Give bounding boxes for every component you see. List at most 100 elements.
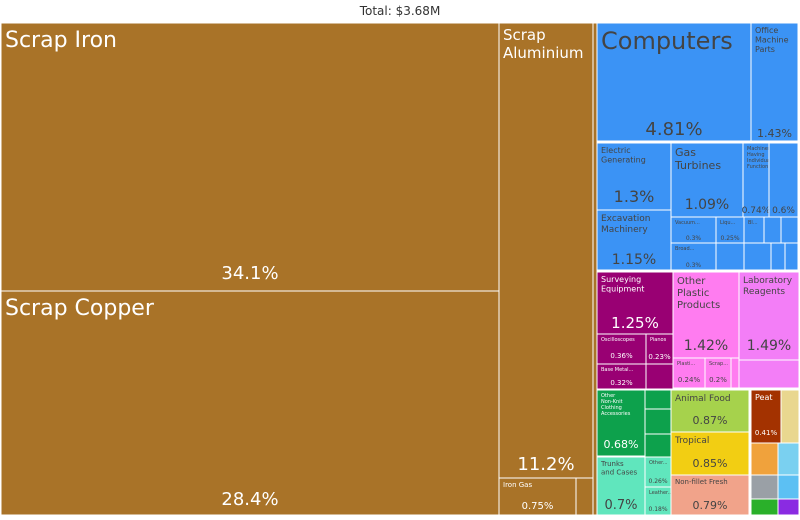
treemap-tile[interactable]: Excavation Machinery 1.15% [596,209,672,271]
treemap-filler-tile [770,242,786,271]
treemap-tile[interactable]: Machinery Having Individual Functions 0.74% [742,142,773,218]
treemap-filler-tile [784,242,799,271]
treemap-tile[interactable]: Gas Turbines 1.09% [670,142,744,218]
treemap-filler-tile [763,216,782,244]
treemap-tile[interactable]: Bl... [743,216,765,244]
treemap-filler-tile [777,474,800,500]
treemap-tile[interactable]: Electric Generating 1.3% [596,142,672,211]
treemap-tile-label: Pianos [650,337,667,343]
treemap-tile-label: Animal Food [675,394,731,404]
treemap-tile[interactable]: Scrap Iron 34.1% [0,22,500,292]
treemap-tile-value: 0.85% [693,457,728,470]
treemap-tile[interactable]: Non-fillet Fresh 0.79% [670,474,750,516]
treemap-tile-rect[interactable] [670,242,717,271]
treemap-tile-value: 0.75% [522,501,554,512]
treemap-tile[interactable]: Plasti... 0.24% [672,357,706,389]
treemap-filler-tile [645,363,674,390]
treemap-tile-rect[interactable] [672,271,740,359]
treemap-tile-rect[interactable] [596,389,646,457]
treemap-tile[interactable]: Surveying Equipment 1.25% [596,271,674,335]
treemap-tile-rect[interactable] [596,456,646,516]
treemap-filler-tile [750,474,779,500]
treemap-tile-rect[interactable] [672,357,706,389]
treemap-tile-label: Laboratory Reagents [743,276,793,297]
treemap-tile[interactable]: Other... 0.26% [644,456,672,488]
chart-title: Total: $3.68M [359,4,441,18]
treemap-tile-rect[interactable] [596,363,647,390]
treemap-tile-rect[interactable] [596,142,672,211]
treemap-tile[interactable]: Pianos 0.23% [645,333,674,365]
treemap-tile[interactable]: Peat 0.41% [750,389,782,444]
treemap-filler-tile [777,498,800,516]
treemap-tile[interactable]: Scrap Copper 28.4% [0,290,500,516]
treemap-tile-label: Tropical [674,436,709,446]
treemap-tile-rect[interactable] [644,486,672,516]
treemap-tile-value: 0.36% [610,352,633,360]
treemap-tile-value: 0.3% [686,262,702,269]
treemap-tile[interactable]: Leather... 0.18% [644,486,673,516]
treemap-tile[interactable]: 0.6% [768,142,799,218]
treemap-tile[interactable]: Trunks and Cases 0.7% [596,456,646,516]
treemap-tile[interactable]: Iron Gas 0.75% [498,477,577,516]
treemap-tile[interactable]: Laboratory Reagents 1.49% [738,271,800,361]
treemap-tile-label: Machinery Having Individual Functions [747,146,773,170]
treemap-tile-label: Plasti... [677,361,696,367]
treemap-tile-rect[interactable] [670,474,750,516]
treemap-tile-rect[interactable] [750,389,782,444]
treemap-tile[interactable]: Scrap... 0.2% [704,357,732,389]
treemap-tile-value: 0.25% [720,235,739,242]
treemap-tile-rect[interactable] [498,22,594,479]
treemap-filler-tile [592,22,598,516]
treemap-tile-label: Other Non-Knit Clothing Accessories [601,393,631,417]
treemap-tile-rect[interactable] [768,142,799,218]
treemap-tile-value: 0.6% [772,206,795,216]
treemap-tile-value: 1.09% [685,197,729,213]
treemap-tile[interactable]: Vacuum... 0.3% [670,216,717,244]
treemap-tile-rect[interactable] [742,142,770,218]
treemap-tile-label: Surveying Equipment [601,275,644,294]
treemap-tile-rect[interactable] [670,389,750,433]
treemap-tile-rect[interactable] [670,216,717,244]
treemap-tile-rect[interactable] [596,271,674,335]
treemap-tile-value: 0.7% [604,498,637,513]
treemap-tile-label: Office Machine Parts [755,26,789,54]
treemap-tile-label: Other... [649,460,668,466]
treemap-tile-rect[interactable] [738,271,800,361]
treemap-tile[interactable]: Other Plastic Products 1.42% [672,271,740,359]
treemap-filler-tile [644,408,672,435]
treemap-tile[interactable]: Oscilloscopes 0.36% [596,333,647,365]
treemap-tile[interactable]: Computers 4.81% [596,22,752,142]
treemap-tile-rect[interactable] [596,22,752,142]
treemap-tile[interactable]: Animal Food 0.87% [670,389,750,433]
treemap-tile[interactable]: Tropical 0.85% [670,431,750,476]
treemap-filler-tile [715,242,745,271]
treemap-tile[interactable]: Broad... 0.3% [670,242,717,271]
treemap-tile[interactable]: Office Machine Parts 1.43% [750,22,799,142]
treemap-tile-label: Scrap... [709,361,728,367]
treemap-tile-rect[interactable] [0,22,500,292]
treemap-tile-label: Peat [755,393,773,402]
treemap-tile-rect[interactable] [498,477,577,516]
treemap-tile-label: Iron Gas [503,481,532,489]
treemap-tile[interactable]: Liqu... 0.25% [715,216,745,244]
treemap-tile-rect[interactable] [596,333,647,365]
treemap-tile-value: 0.23% [648,353,671,361]
treemap-tile[interactable]: Base Metal... 0.32% [596,363,647,390]
treemap-tile-label: Gas Turbines [674,146,721,172]
treemap-tile-rect[interactable] [704,357,732,389]
treemap-tile[interactable]: Scrap Aluminium 11.2% [498,22,594,479]
treemap-tile-rect[interactable] [645,333,674,365]
treemap-tile-rect[interactable] [670,431,750,476]
treemap-tile-rect[interactable] [743,216,765,244]
treemap-filler-tile [777,442,800,476]
treemap-tile[interactable]: Other Non-Knit Clothing Accessories 0.68% [596,389,646,457]
treemap-tile-label: Vacuum... [675,220,700,226]
treemap-filler-tile [743,242,772,271]
treemap-tile-value: 1.3% [614,187,655,206]
treemap-tile-rect[interactable] [644,456,672,488]
treemap-tile-rect[interactable] [0,290,500,516]
treemap-tile-rect[interactable] [670,142,744,218]
treemap-tile-label: Trunks and Cases [600,460,638,476]
treemap-tile-rect[interactable] [750,22,799,142]
treemap-tile-value: 0.74% [742,206,771,216]
